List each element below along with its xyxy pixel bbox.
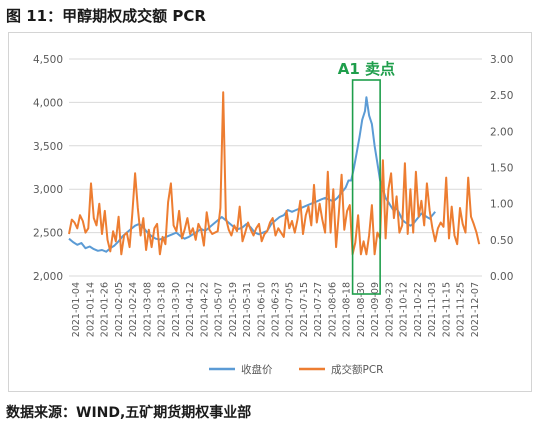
x-tick-label: 2021-07-05 [285,282,296,337]
x-tick-label: 2021-05-19 [228,282,239,337]
x-tick-label: 2021-08-18 [342,282,353,337]
x-tick-label: 2021-04-12 [185,282,196,337]
legend-label-pcr: 成交额PCR [331,363,383,376]
annotation-label: A1 卖点 [338,60,395,78]
x-tick-label: 2021-12-07 [470,282,481,337]
y-right-tick-label: 0.50 [490,235,513,247]
x-tick-label: 2021-05-31 [242,282,253,337]
x-tick-label: 2021-10-12 [399,282,410,337]
x-tick-label: 2021-02-24 [128,282,139,337]
x-tick-label: 2021-11-25 [456,282,467,337]
x-tick-label: 2021-03-18 [157,282,168,337]
y-left-tick-label: 2,000 [33,271,63,283]
y-left-tick-label: 4,000 [33,97,63,109]
x-tick-label: 2021-01-04 [71,282,82,337]
x-tick-label: 2021-01-26 [100,282,111,337]
x-tick-label: 2021-11-15 [441,282,452,337]
x-tick-label: 2021-09-09 [370,282,381,337]
x-tick-label: 2021-09-23 [384,282,395,337]
y-right-tick-label: 1.00 [490,199,513,211]
y-left-tick-label: 3,000 [33,184,63,196]
series-line-close [68,96,436,253]
x-tick-label: 2021-05-07 [214,282,225,337]
annotation-box [351,79,381,295]
x-tick-label: 2021-03-30 [171,282,182,337]
x-tick-label: 2021-01-14 [85,282,96,337]
chart-frame: 2,000 2,500 3,000 3,500 4,000 4,500 0.00 0.50 1.… [8,32,532,392]
x-tick-label: 2021-08-30 [356,282,367,337]
x-tick-label: 2021-07-27 [313,282,324,337]
y-right-tick-label: 0.00 [490,271,513,283]
y-right-tick-label: 2.00 [490,126,513,138]
legend-label-close: 收盘价 [241,363,273,376]
y-right-tick-label: 1.50 [490,163,513,175]
chart-svg: 2,000 2,500 3,000 3,500 4,000 4,500 0.00 0.50 1.… [33,54,513,376]
source-note: 数据来源：WIND,五矿期货期权事业部 [6,405,252,421]
x-tick-label: 2021-04-22 [199,282,210,337]
x-tick-label: 2021-07-15 [299,282,310,337]
y-left-tick-label: 3,500 [33,141,63,153]
figure-title: 图 11：甲醇期权成交额 PCR [6,7,206,25]
x-tick-label: 2021-03-08 [142,282,153,337]
y-right-tick-label: 3.00 [490,54,513,66]
y-left-tick-label: 2,500 [33,228,63,240]
x-tick-label: 2021-08-06 [327,282,338,337]
y-right-tick-label: 2.50 [490,90,513,102]
x-tick-label: 2021-11-03 [427,282,438,337]
x-tick-label: 2021-10-22 [413,282,424,337]
x-tick-label: 2021-02-05 [114,282,125,337]
series-line-pcr [68,91,481,256]
y-left-tick-label: 4,500 [33,54,63,66]
x-tick-label: 2021-06-10 [256,282,267,337]
x-tick-label: 2021-06-23 [271,282,282,337]
